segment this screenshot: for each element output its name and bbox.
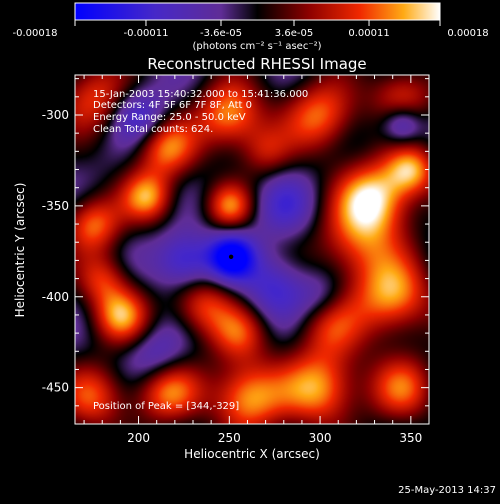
- plot-frame: [74, 74, 430, 425]
- plot-area: 200 250 300 350 -300 -350 -400 -450: [42, 74, 430, 445]
- colorbar-tick-label: -0.00018: [13, 28, 58, 39]
- footer-timestamp: 25-May-2013 14:37: [398, 485, 496, 496]
- x-tick-label: 350: [399, 431, 422, 445]
- colorbar-gradient: [74, 2, 441, 21]
- peak-position-label: Position of Peak = [344,-329]: [93, 401, 239, 412]
- colorbar: -0.00018 -0.00011 -3.6e-05 3.6e-05 0.00011 0.…: [13, 2, 489, 52]
- peak-marker-dot: [228, 254, 234, 259]
- heatmap-image: [75, 75, 429, 424]
- x-tick-label: 250: [218, 431, 241, 445]
- info-line-time: 15-Jan-2003 15:40:32.000 to 15:41:36.000: [93, 89, 308, 100]
- y-tick-label: -350: [42, 199, 69, 213]
- x-axis-label: Heliocentric X (arcsec): [184, 447, 320, 461]
- info-text-block: 15-Jan-2003 15:40:32.000 to 15:41:36.000…: [93, 89, 308, 135]
- colorbar-tick-label: 0.00018: [447, 28, 488, 39]
- colorbar-ticks: -0.00018 -0.00011 -3.6e-05 3.6e-05 0.00011 0.…: [13, 20, 489, 39]
- chart-title: Reconstructed RHESSI Image: [147, 55, 366, 73]
- colorbar-tick-label: 0.00011: [348, 28, 389, 39]
- info-line-clean: Clean Total counts: 624.: [93, 124, 213, 135]
- info-line-energy: Energy Range: 25.0 - 50.0 keV: [93, 112, 246, 123]
- colorbar-tick-label: -0.00011: [123, 28, 168, 39]
- y-tick-label: -300: [42, 108, 69, 122]
- axis-ticks: 200 250 300 350 -300 -350 -400 -450: [42, 75, 430, 445]
- x-tick-label: 200: [127, 431, 150, 445]
- info-line-detectors: Detectors: 4F 5F 6F 7F 8F, Att 0: [93, 100, 252, 111]
- y-tick-label: -450: [42, 381, 69, 395]
- colorbar-tick-label: -3.6e-05: [200, 28, 242, 39]
- colorbar-units-label: (photons cm⁻² s⁻¹ asec⁻²): [192, 41, 321, 52]
- x-tick-label: 300: [309, 431, 332, 445]
- y-axis-label: Heliocentric Y (arcsec): [13, 183, 27, 318]
- peak-marker: [228, 254, 234, 259]
- y-tick-label: -400: [42, 290, 69, 304]
- colorbar-tick-label: 3.6e-05: [275, 28, 313, 39]
